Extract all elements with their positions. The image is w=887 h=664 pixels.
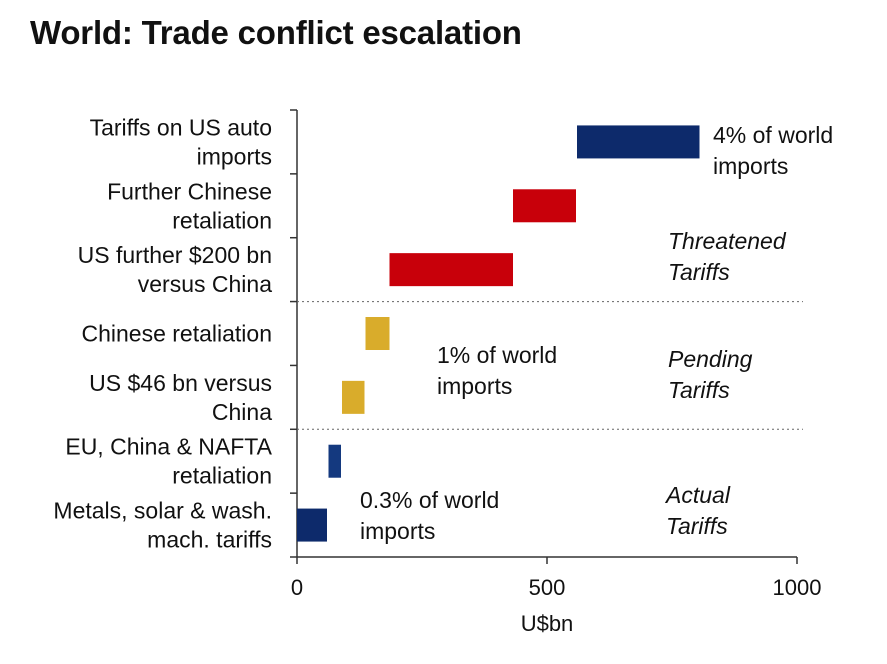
annotation-line: imports: [437, 373, 512, 399]
category-label-line: retaliation: [172, 463, 272, 489]
annotation-line: imports: [360, 518, 435, 544]
bar: [342, 380, 365, 414]
group-label-line: Tariffs: [668, 377, 730, 403]
category-label-line: US $46 bn versus: [89, 370, 272, 396]
bar: [328, 444, 341, 478]
x-axis-title: U$bn: [521, 611, 574, 636]
bar: [365, 317, 390, 350]
group-label-line: Threatened: [668, 228, 787, 254]
group-label-line: Actual: [664, 482, 731, 508]
category-label-line: Tariffs on US auto: [90, 114, 272, 140]
category-label: Metals, solar & wash. mach. tariffs: [53, 498, 272, 553]
category-label-line: versus China: [138, 271, 272, 297]
x-tick-label: 500: [529, 575, 566, 600]
bar: [577, 125, 700, 159]
category-label-line: mach. tariffs: [147, 527, 272, 553]
annotation-line: 4% of world: [713, 122, 833, 148]
category-label-line: Further Chinese: [107, 178, 272, 204]
group-label-line: Tariffs: [668, 259, 730, 285]
category-label-line: China: [212, 399, 272, 425]
annotation-line: imports: [713, 153, 788, 179]
annotation-line: 0.3% of world: [360, 487, 499, 513]
chart-title: World: Trade conflict escalation: [30, 14, 522, 51]
group-label: Pending Tariffs: [668, 346, 753, 403]
category-label: Further Chinese retaliation: [107, 178, 272, 233]
bar: [513, 189, 576, 223]
x-tick-label: 1000: [773, 575, 822, 600]
category-label: Tariffs on US auto imports: [90, 114, 272, 169]
category-label: US further $200 bn versus China: [78, 242, 273, 297]
annotation-line: 1% of world: [437, 342, 557, 368]
bar: [389, 253, 513, 287]
category-label-line: US further $200 bn: [78, 242, 272, 268]
category-label: EU, China & NAFTA retaliation: [65, 434, 272, 489]
annotation: 4% of world imports: [713, 122, 833, 179]
bar: [297, 508, 327, 542]
group-label: Threatened Tariffs: [668, 228, 787, 285]
group-label-line: Tariffs: [666, 513, 728, 539]
annotation: 0.3% of world imports: [360, 487, 499, 544]
category-label: US $46 bn versus China: [89, 370, 272, 425]
category-label-line: retaliation: [172, 207, 272, 233]
group-label-line: Pending: [668, 346, 753, 372]
x-tick-label: 0: [291, 575, 303, 600]
category-label-line: Metals, solar & wash.: [53, 498, 272, 524]
group-label: Actual Tariffs: [664, 482, 731, 539]
category-label-line: Chinese retaliation: [81, 321, 272, 347]
category-label-line: imports: [197, 143, 272, 169]
category-label: Chinese retaliation: [81, 321, 272, 347]
annotation: 1% of world imports: [437, 342, 557, 399]
category-label-line: EU, China & NAFTA: [65, 434, 272, 460]
